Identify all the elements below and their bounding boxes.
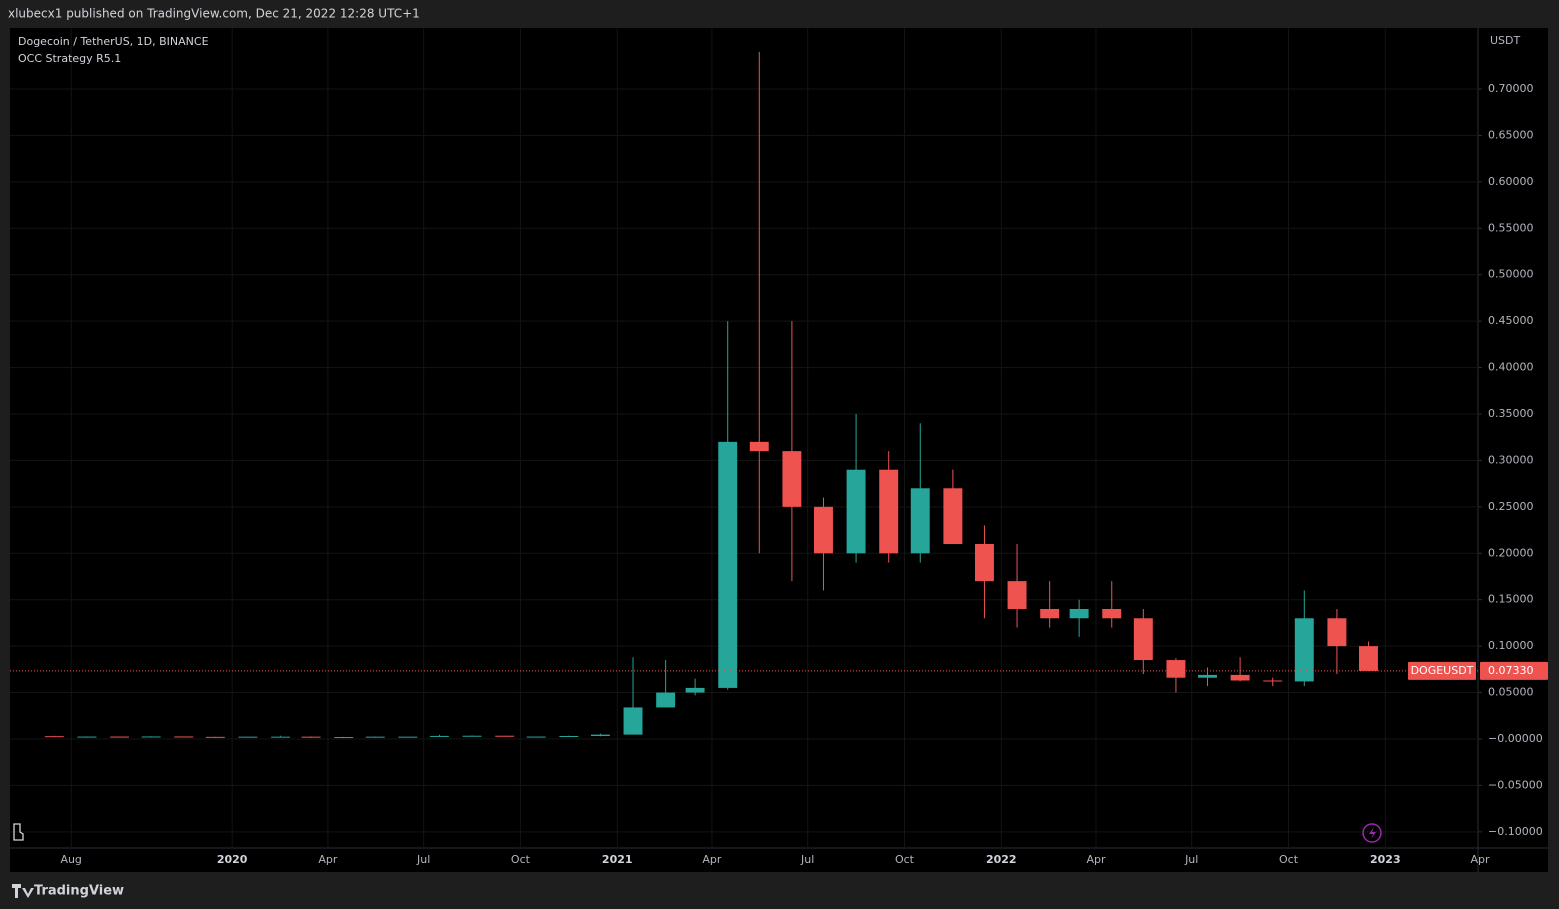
candle-body: [749, 441, 769, 452]
y-tick-label: 0.65000: [1488, 128, 1534, 141]
candle-body: [1102, 608, 1122, 619]
event-icon[interactable]: [1362, 823, 1382, 843]
y-tick-label: 0.15000: [1488, 593, 1534, 606]
grid: [10, 28, 1478, 848]
x-tick-label: Jul: [1184, 853, 1198, 866]
candle-body: [1294, 618, 1314, 682]
event-bolt: [1369, 827, 1376, 839]
axes: −0.10000 −0.05000 −0.00000 0.05000 0.10000 0.…: [60, 82, 1548, 866]
x-tick-label: 2023: [1370, 853, 1401, 866]
candle-body: [301, 736, 321, 738]
candle-body: [1133, 618, 1153, 661]
x-tick-label: 2022: [986, 853, 1017, 866]
candle-body: [623, 707, 643, 735]
candle-body: [495, 735, 515, 737]
candle-body: [559, 736, 579, 738]
plot: [10, 51, 1478, 739]
candle-body: [1327, 618, 1347, 647]
candle-body: [974, 543, 994, 582]
candle-body: [334, 737, 354, 739]
candle-body: [1040, 608, 1060, 619]
y-tick-label: −0.00000: [1488, 732, 1543, 745]
y-tick-label: 0.30000: [1488, 453, 1534, 466]
candle-body: [656, 692, 676, 708]
y-tick-label: 0.20000: [1488, 546, 1534, 559]
candle-body: [685, 687, 705, 693]
candle-body: [879, 469, 899, 554]
candle-body: [590, 734, 610, 737]
x-tick-label: 2021: [602, 853, 633, 866]
candle-body: [1263, 680, 1283, 682]
candle-body: [1007, 581, 1027, 609]
y-tick-label: 0.35000: [1488, 407, 1534, 420]
y-tick-label: 0.05000: [1488, 686, 1534, 699]
candle-body: [1166, 660, 1186, 678]
x-tick-label: Jul: [416, 853, 430, 866]
y-tick-label: 0.70000: [1488, 82, 1534, 95]
y-tick-label: 0.50000: [1488, 268, 1534, 281]
price-tag: [1480, 661, 1548, 680]
y-tick-label: −0.05000: [1488, 778, 1543, 791]
candle-body: [526, 736, 546, 738]
candle-body: [238, 736, 258, 738]
candle-body: [846, 469, 866, 554]
candle-body: [462, 735, 482, 737]
price-tag-label: 0.07330: [1488, 664, 1534, 677]
y-tick-label: 0.40000: [1488, 361, 1534, 374]
x-tick-label: Oct: [1279, 853, 1299, 866]
y-tick-label: 0.45000: [1488, 314, 1534, 327]
candle-body: [1069, 608, 1089, 619]
candle-body: [398, 736, 418, 738]
candle-body: [718, 441, 738, 688]
symbol-tag: [1408, 661, 1476, 680]
candle-body: [44, 736, 64, 738]
y-tick-label: 0.60000: [1488, 175, 1534, 188]
candle-body: [782, 451, 802, 507]
candle-body: [77, 736, 97, 738]
candle-body: [174, 736, 194, 738]
y-axis-unit: USDT: [1490, 34, 1521, 47]
x-tick-label: Jul: [800, 853, 814, 866]
x-tick-label: Apr: [702, 853, 722, 866]
x-tick-label: 2020: [217, 853, 248, 866]
publish-info: xlubecx1 published on TradingView.com, D…: [8, 7, 420, 21]
candle-body: [141, 736, 161, 738]
candle-body: [813, 506, 833, 554]
y-tick-label: −0.10000: [1488, 825, 1543, 838]
y-tick-label: 0.55000: [1488, 221, 1534, 234]
symbol-label: DOGEUSDT: [1411, 664, 1474, 677]
candle-body: [1230, 674, 1250, 681]
x-tick-label: Oct: [511, 853, 531, 866]
candle-body: [943, 488, 963, 544]
x-tick-label: Apr: [1086, 853, 1106, 866]
tv-logo: [12, 884, 34, 898]
indicator-name: OCC Strategy R5.1: [18, 52, 121, 65]
candle-body: [205, 736, 225, 738]
footer-brand: TradingView: [34, 884, 124, 899]
y-tick-label: 0.10000: [1488, 639, 1534, 652]
x-tick-label: Oct: [895, 853, 915, 866]
candle-body: [1198, 674, 1217, 678]
candle-body: [110, 736, 130, 738]
x-tick-label: Apr: [1470, 853, 1490, 866]
candle-body: [271, 736, 291, 738]
candle-body: [1359, 646, 1378, 671]
x-tick-label: Apr: [318, 853, 338, 866]
y-tick-label: 0.25000: [1488, 500, 1534, 513]
x-tick-label: Aug: [60, 853, 81, 866]
chart-pane: [10, 28, 1548, 872]
chart-title: Dogecoin / TetherUS, 1D, BINANCE: [18, 35, 209, 48]
candle-body: [365, 736, 385, 738]
candle-body: [910, 488, 930, 554]
scroll-icon[interactable]: [13, 823, 24, 841]
candle-body: [429, 735, 449, 737]
